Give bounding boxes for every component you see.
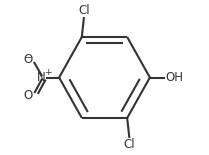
Text: N: N — [37, 71, 46, 84]
Text: O: O — [23, 89, 33, 102]
Text: Cl: Cl — [78, 4, 90, 17]
Text: +: + — [45, 68, 52, 77]
Text: O: O — [23, 53, 32, 66]
Text: OH: OH — [165, 71, 183, 84]
Text: −: − — [24, 52, 32, 61]
Text: Cl: Cl — [124, 138, 135, 151]
